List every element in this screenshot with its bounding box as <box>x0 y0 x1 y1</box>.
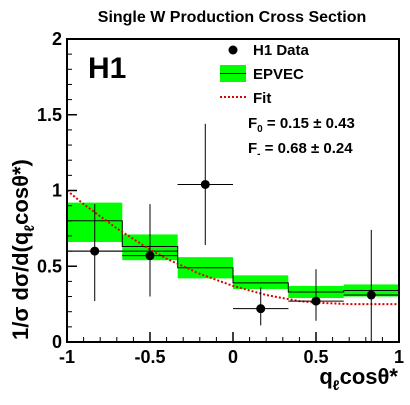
x-tick-label-3: 0.5 <box>303 347 328 367</box>
legend-label-data: H1 Data <box>253 42 310 59</box>
x-tick-label-2: 0 <box>228 347 238 367</box>
plot-layer <box>66 123 399 342</box>
y-tick-label-0: 0 <box>52 332 62 352</box>
x-axis-title-sub: ℓ <box>333 377 340 393</box>
y-axis-title-pre: 1/σ dσ/d(q <box>8 232 33 340</box>
y-axis-title: 1/σ dσ/d(qℓcosθ*) <box>8 159 37 340</box>
data-point-0 <box>90 246 100 256</box>
param-fminus-sub: - <box>257 149 260 160</box>
legend-label-epvec: EPVEC <box>253 66 304 83</box>
param-fminus-label: F <box>248 140 257 157</box>
x-axis: -1 -0.5 0 0.5 1 <box>59 332 404 367</box>
x-axis-title-rest: cosθ* <box>340 364 399 389</box>
param-f0-sub: 0 <box>257 124 263 135</box>
param-fminus: F- = 0.68 ± 0.24 <box>248 140 353 160</box>
fit-curve <box>66 189 399 306</box>
x-tick-label-4: 1 <box>394 347 404 367</box>
param-f0-value: = 0.15 ± 0.43 <box>263 115 355 132</box>
x-axis-title-main: q <box>319 364 332 389</box>
legend-label-fit: Fit <box>253 90 271 107</box>
epvec-band-3 <box>233 275 289 289</box>
data-point-5 <box>366 290 376 300</box>
y-tick-label-3: 1.5 <box>37 105 62 125</box>
experiment-label: H1 <box>88 52 126 85</box>
epvec-line <box>67 220 399 293</box>
param-f0-label: F <box>248 115 257 132</box>
data-point-4 <box>311 296 321 306</box>
param-f0: F0 = 0.15 ± 0.43 <box>248 115 355 135</box>
chart-title: Single W Production Cross Section <box>98 9 366 26</box>
y-tick-label-4: 2 <box>52 29 62 49</box>
x-axis-title: qℓcosθ* <box>319 364 398 393</box>
fit-parameters: F0 = 0.15 ± 0.43 F- = 0.68 ± 0.24 <box>248 115 355 160</box>
x-tick-label-0: -1 <box>59 347 75 367</box>
legend-marker-data <box>228 45 238 55</box>
y-axis: 0 0.5 1 1.5 2 <box>37 29 77 352</box>
y-axis-title-sub: ℓ <box>21 225 37 232</box>
y-tick-label-1: 0.5 <box>37 256 62 276</box>
legend: H1 Data EPVEC Fit <box>220 42 310 107</box>
y-tick-label-2: 1 <box>52 181 62 201</box>
data-point-1 <box>145 251 155 261</box>
param-fminus-value: = 0.68 ± 0.24 <box>261 140 354 157</box>
data-point-2 <box>200 179 210 189</box>
y-axis-title-post: cosθ*) <box>8 159 33 225</box>
x-tick-label-1: -0.5 <box>134 347 165 367</box>
data-point-3 <box>256 304 266 314</box>
